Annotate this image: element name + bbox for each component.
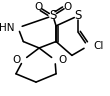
Text: O: O	[64, 2, 72, 12]
Text: Cl: Cl	[93, 41, 103, 51]
Text: O: O	[34, 2, 42, 12]
Text: HN: HN	[0, 23, 15, 33]
Text: S: S	[49, 9, 57, 22]
Text: S: S	[75, 9, 82, 22]
Text: O: O	[58, 55, 66, 65]
Text: O: O	[12, 55, 20, 65]
